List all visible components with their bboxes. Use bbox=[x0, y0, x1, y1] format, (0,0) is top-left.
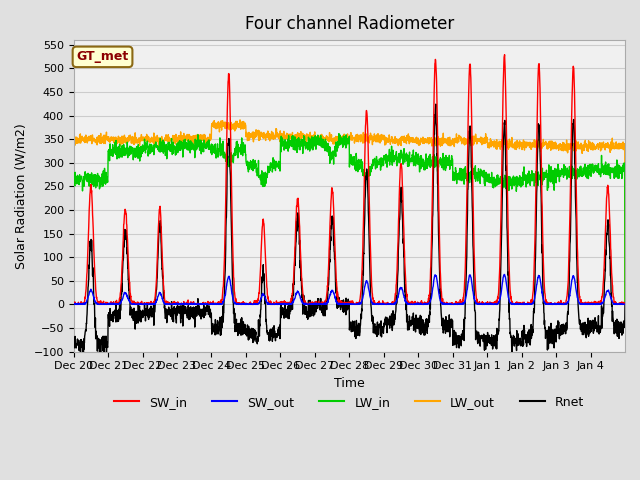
Legend: SW_in, SW_out, LW_in, LW_out, Rnet: SW_in, SW_out, LW_in, LW_out, Rnet bbox=[109, 391, 589, 414]
Title: Four channel Radiometer: Four channel Radiometer bbox=[244, 15, 454, 33]
Text: GT_met: GT_met bbox=[76, 50, 129, 63]
X-axis label: Time: Time bbox=[334, 377, 365, 390]
Y-axis label: Solar Radiation (W/m2): Solar Radiation (W/m2) bbox=[15, 123, 28, 269]
